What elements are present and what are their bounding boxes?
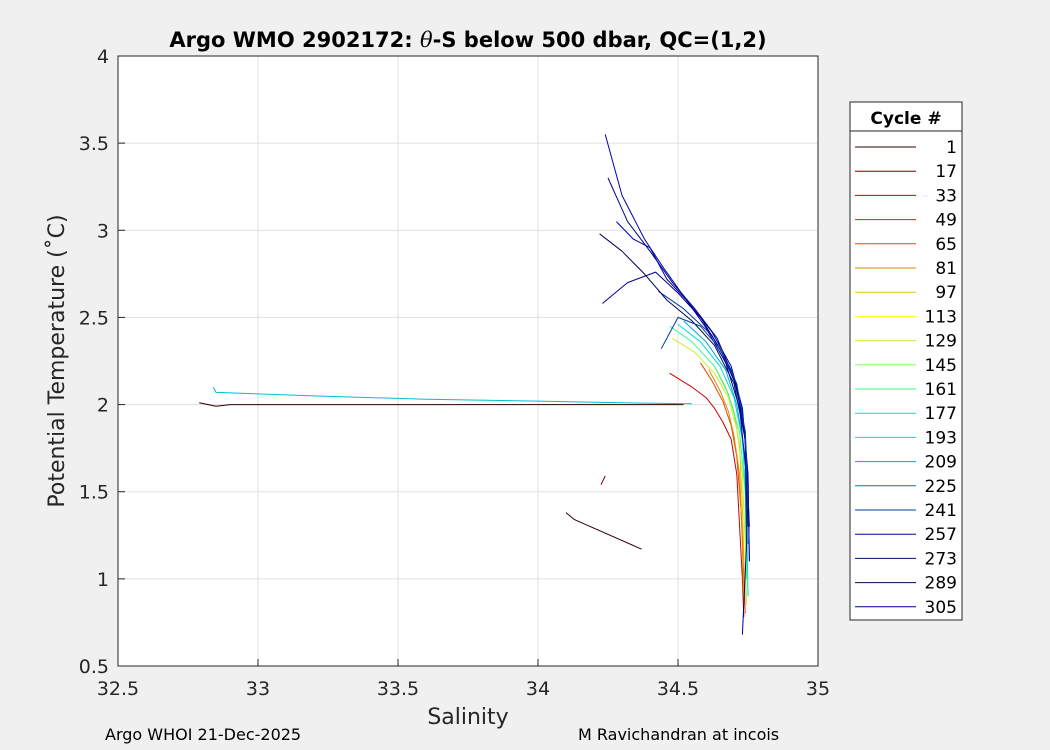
data-series: [199, 134, 750, 635]
series-line-0: [199, 402, 684, 407]
legend-label: 129: [925, 332, 957, 352]
x-tick-label: 33.5: [377, 678, 419, 700]
legend-title: Cycle #: [870, 109, 941, 129]
chart-title-theta: θ: [420, 28, 433, 52]
plot-frame: [117, 55, 819, 667]
series-line-4: [669, 372, 745, 618]
y-tick-label: 3: [97, 220, 109, 242]
plot-area: [118, 56, 818, 666]
series-line-8: [672, 337, 748, 606]
legend-label: 161: [925, 380, 957, 400]
legend-label: 17: [935, 162, 957, 182]
legend-label: 305: [925, 598, 957, 618]
legend-label: 65: [935, 235, 957, 255]
x-axis-label: Salinity: [427, 705, 508, 730]
series-line-15: [599, 233, 749, 527]
y-axis-label: Potential Temperature (˚C): [45, 214, 70, 507]
legend-label: 209: [925, 453, 957, 473]
chart-title-suffix: -S below 500 dbar, QC=(1,2): [433, 28, 767, 52]
legend-label: 113: [925, 307, 957, 327]
footer-author: M Ravichandran at incois: [578, 725, 780, 744]
x-tick-label: 34.5: [657, 678, 699, 700]
legend-label: 81: [935, 259, 957, 279]
series-line-6: [708, 369, 745, 606]
footer-credit-date: Argo WHOI 21-Dec-2025: [105, 725, 302, 744]
legend-label: 289: [925, 574, 957, 594]
y-axis-ticks: 0.5 1 1.5 2 2.5 3 3.5 4: [79, 46, 125, 678]
x-axis-ticks: 32.5 33 33.5 34 34.5 35: [97, 659, 830, 700]
y-tick-label: 0.5: [79, 656, 109, 678]
y-tick-label: 1.5: [79, 482, 109, 504]
y-tick-label: 1: [97, 569, 109, 591]
series-line-17: [616, 221, 749, 492]
x-tick-label: 32.5: [97, 678, 139, 700]
legend-entries: 1 17 33 49 65 81 97 113 129 145 161 177 193 209 225 241…: [855, 138, 957, 618]
legend-label: 49: [935, 211, 957, 231]
y-tick-label: 3.5: [79, 133, 109, 155]
legend-label: 225: [925, 477, 957, 497]
y-tick-label: 2.5: [79, 307, 109, 329]
legend-label: 273: [925, 549, 957, 569]
legend-label: 1: [946, 138, 957, 158]
series-line-3: [600, 475, 606, 485]
series-line-16: [602, 271, 748, 635]
series-line-1: [212, 386, 693, 405]
x-tick-label: 33: [246, 678, 270, 700]
y-tick-label: 2: [97, 395, 109, 417]
x-tick-label: 34: [526, 678, 550, 700]
x-tick-label: 35: [806, 678, 830, 700]
legend-label: 241: [925, 501, 957, 521]
legend-label: 257: [925, 525, 957, 545]
legend-box: [849, 101, 963, 621]
legend-label: 145: [925, 356, 957, 376]
chart-title: Argo WMO 2902172: θ-S below 500 dbar, QC…: [169, 28, 766, 52]
legend-label: 97: [935, 283, 957, 303]
chart-title-prefix: Argo WMO 2902172:: [169, 28, 420, 52]
legend-label: 193: [925, 428, 957, 448]
legend: Cycle # 1 17 33 49 65 81 97 113 129 145 161 177 193 2…: [849, 101, 963, 621]
series-line-18: [660, 316, 749, 510]
legend-label: 33: [935, 186, 957, 206]
y-tick-label: 4: [97, 46, 109, 68]
legend-label: 177: [925, 404, 957, 424]
series-line-2: [565, 512, 642, 550]
